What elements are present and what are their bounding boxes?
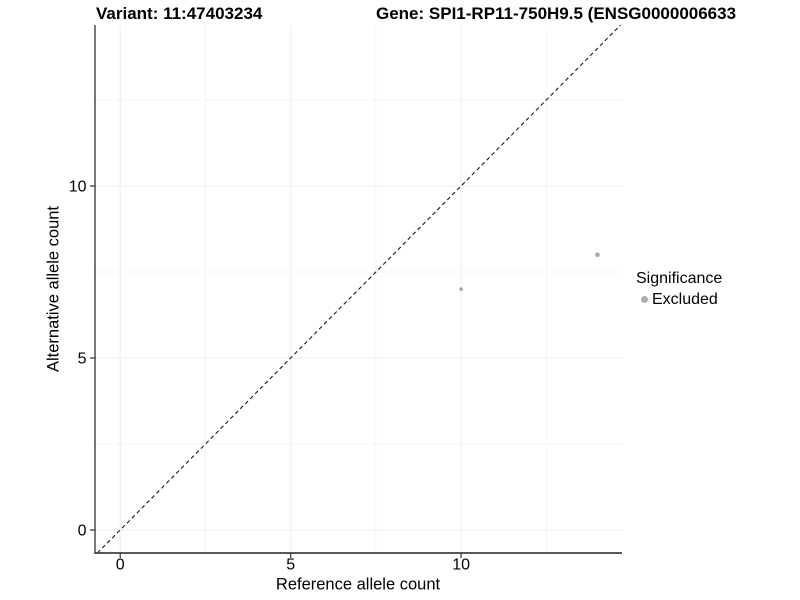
legend-item-excluded: Excluded	[641, 290, 722, 309]
x-tick-label: 5	[286, 557, 295, 574]
y-tick-label: 10	[69, 178, 87, 195]
y-axis-title: Alternative allele count	[44, 205, 63, 373]
data-point	[459, 287, 464, 292]
plot-title-gene: Gene: SPI1-RP11-750H9.5 (ENSG0000006633	[376, 4, 737, 23]
legend-item-label: Excluded	[652, 291, 718, 308]
x-axis-title: Reference allele count	[275, 575, 441, 594]
x-tick-label: 0	[116, 557, 125, 574]
identity-line	[96, 24, 622, 554]
x-tick-label: 10	[452, 557, 470, 574]
legend-title: Significance	[636, 270, 723, 287]
plot-title-variant: Variant: 11:47403234	[96, 4, 263, 23]
y-tick-label: 0	[78, 522, 87, 539]
data-point	[595, 252, 600, 258]
y-tick-label: 5	[78, 350, 87, 367]
legend: Significance Excluded	[636, 269, 722, 309]
legend-key-dot	[641, 296, 648, 303]
